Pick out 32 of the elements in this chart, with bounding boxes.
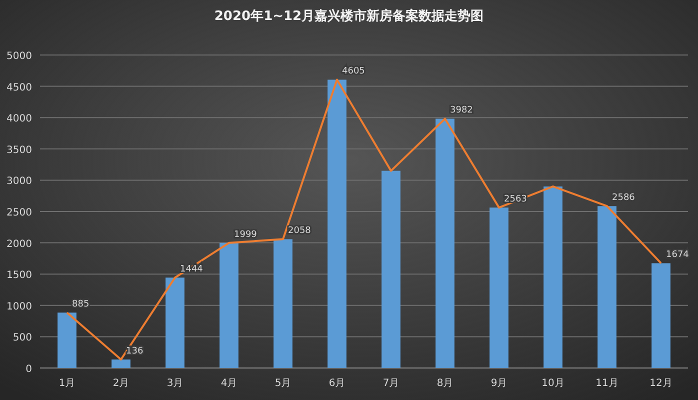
y-tick-label: 5000: [6, 51, 32, 62]
data-label: 1999: [234, 230, 258, 240]
y-tick-label: 4500: [6, 82, 32, 94]
x-tick-label: 3月: [166, 378, 184, 389]
data-label: 2058: [288, 226, 312, 236]
chart-title: 2020年1~12月嘉兴楼市新房备案数据走势图: [214, 8, 484, 24]
y-tick-label: 3500: [6, 144, 32, 156]
y-tick-label: 1000: [6, 301, 32, 312]
x-tick-label: 4月: [220, 378, 238, 389]
x-tick-label: 6月: [328, 378, 346, 389]
x-tick-label: 12月: [650, 378, 672, 389]
y-tick-label: 3000: [6, 176, 32, 188]
data-label: 4605: [342, 66, 365, 77]
x-tick-label: 10月: [542, 378, 564, 389]
x-tick-label: 8月: [436, 378, 454, 389]
x-tick-label: 1月: [58, 378, 76, 389]
data-label: 136: [126, 346, 144, 356]
x-tick-label: 2月: [112, 378, 130, 389]
y-tick-label: 2000: [6, 238, 32, 250]
y-tick-label: 500: [12, 332, 32, 344]
y-tick-label: 4000: [6, 114, 32, 125]
y-tick-label: 1500: [6, 270, 32, 282]
x-tick-label: 11月: [596, 378, 618, 389]
x-tick-label: 7月: [382, 378, 400, 389]
x-tick-label: 9月: [490, 378, 508, 389]
y-tick-label: 0: [26, 364, 32, 375]
x-tick-label: 5月: [274, 378, 292, 389]
data-label: 1674: [666, 250, 690, 260]
y-tick-label: 2500: [6, 208, 32, 218]
data-label: 885: [72, 300, 90, 310]
data-label: 2586: [612, 193, 636, 204]
data-label: 3982: [450, 106, 473, 116]
